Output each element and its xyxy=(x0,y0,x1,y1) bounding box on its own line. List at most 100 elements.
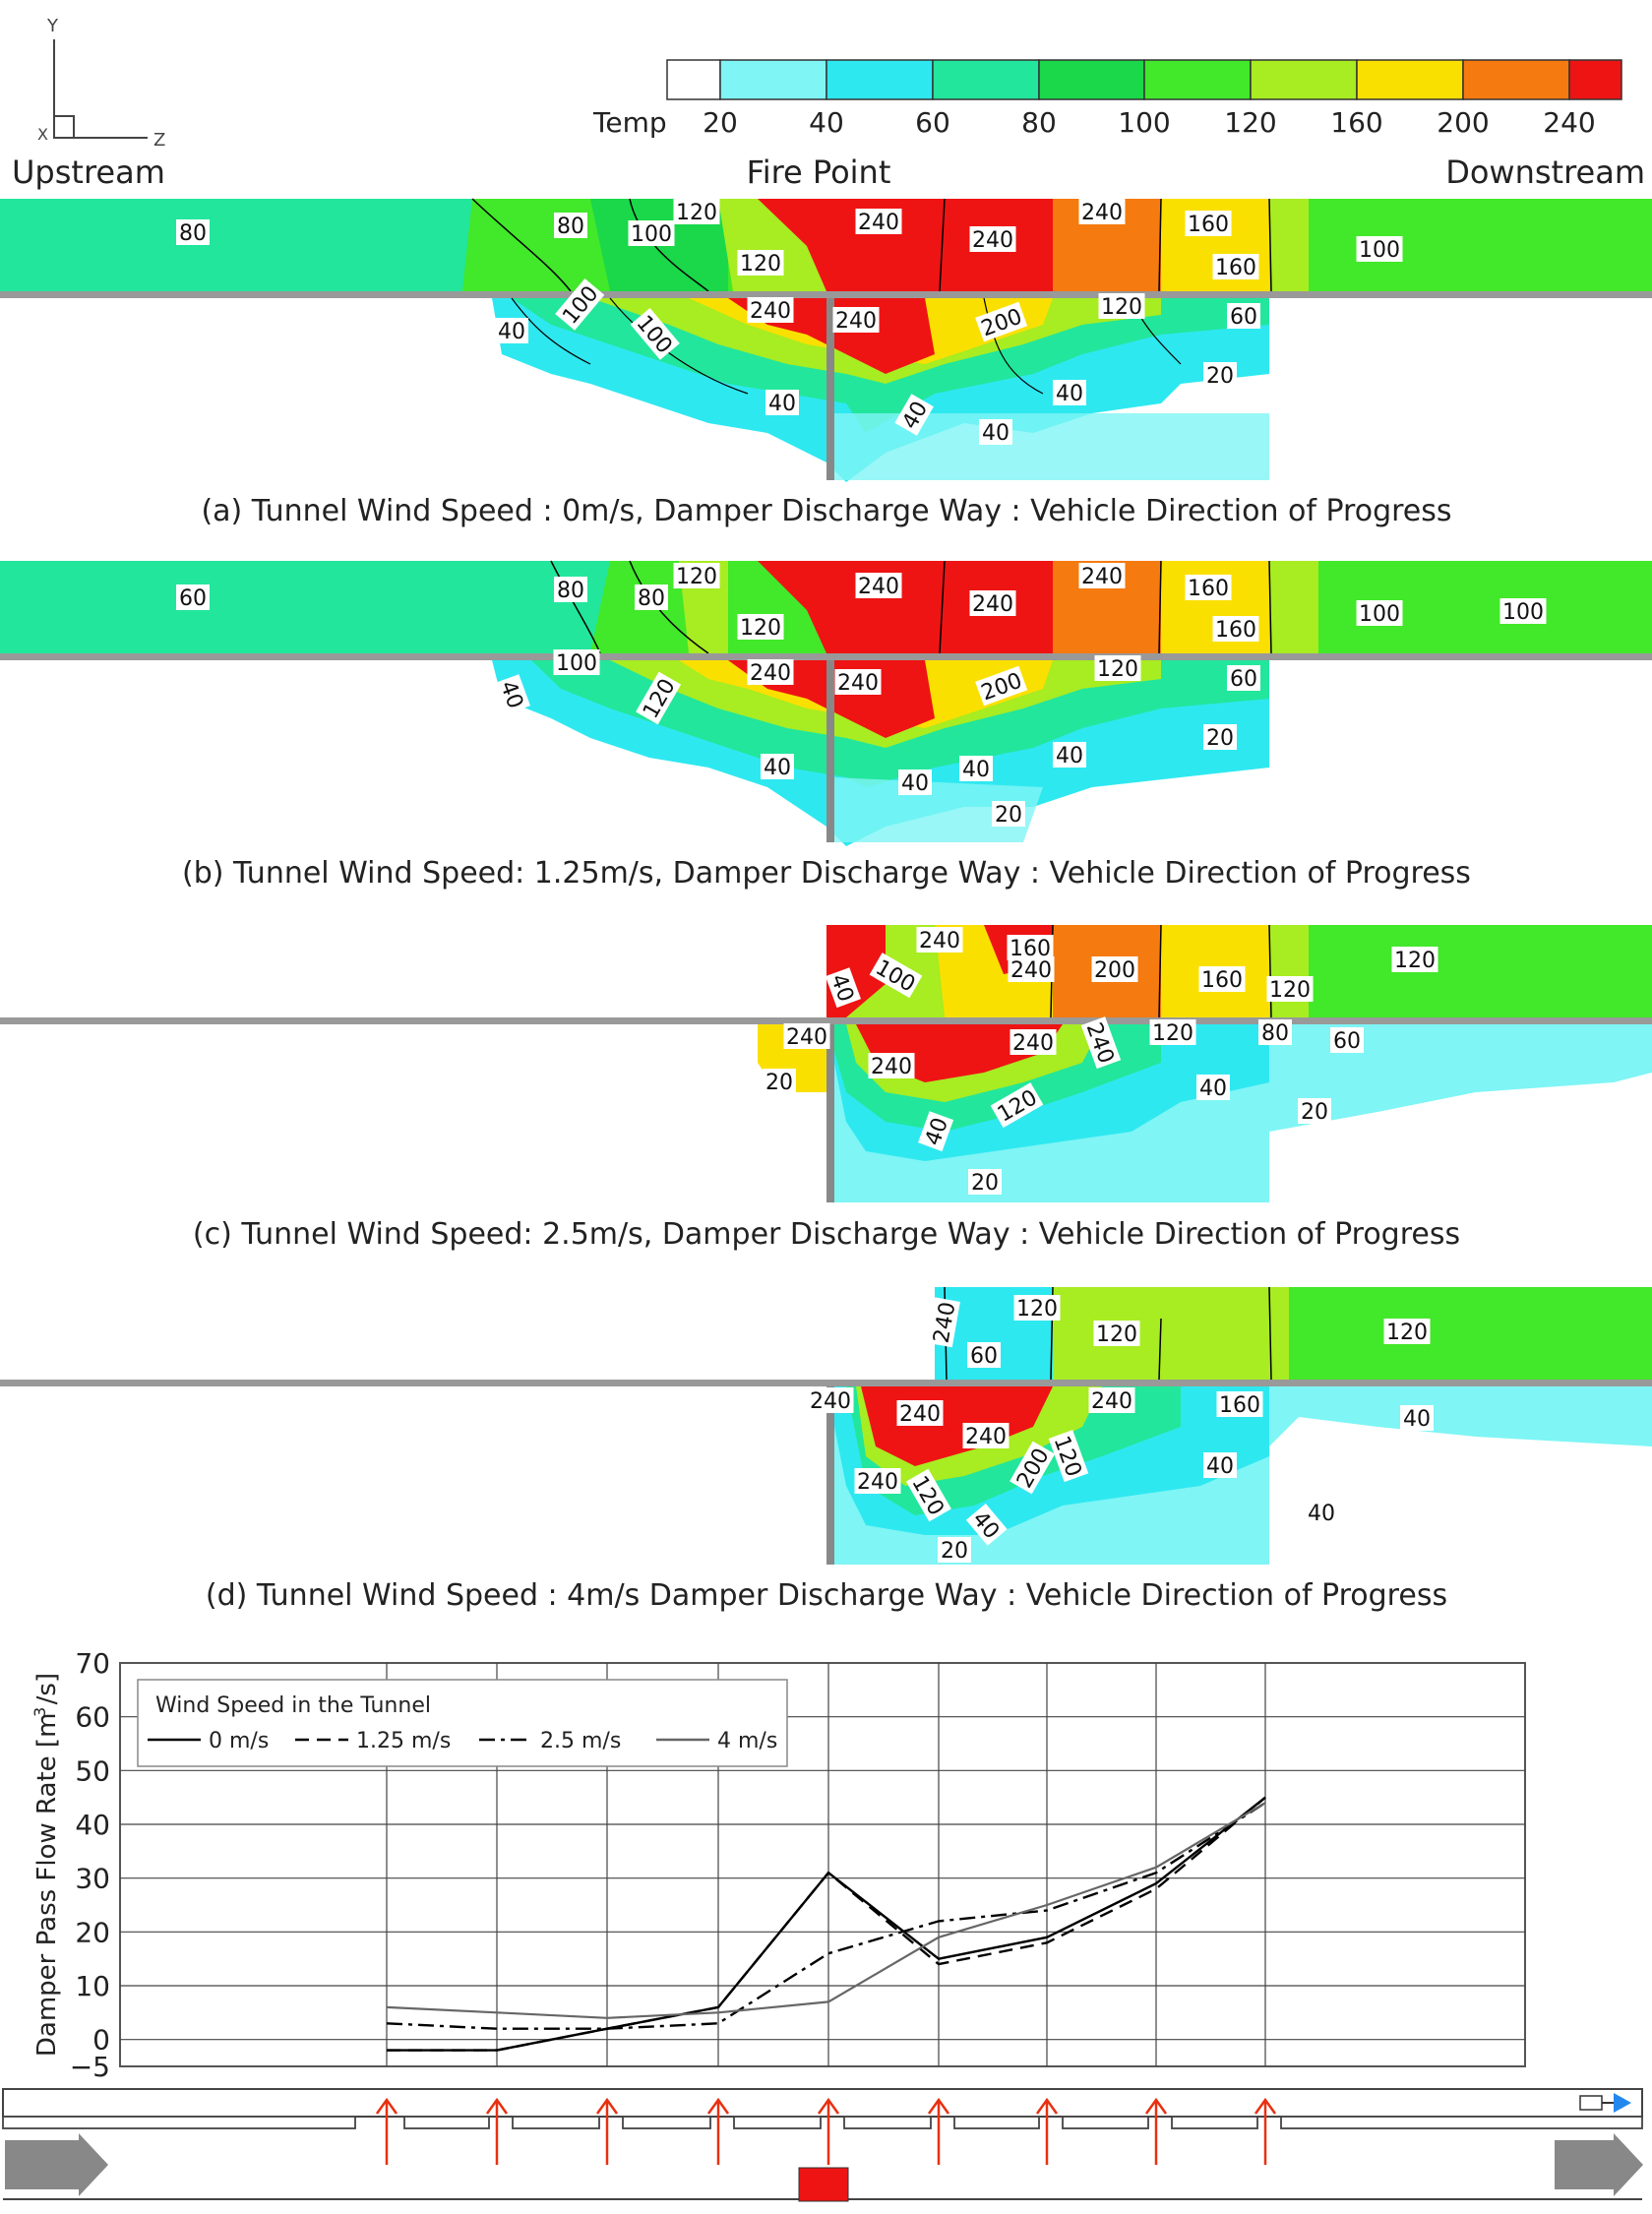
contour-label: 60 xyxy=(176,584,210,611)
y-tick-label: 70 xyxy=(75,1647,110,1680)
legend-tick-label: 20 xyxy=(703,106,738,139)
svg-text:240: 240 xyxy=(810,1389,851,1414)
svg-text:240: 240 xyxy=(1081,565,1123,589)
svg-text:240: 240 xyxy=(835,309,877,334)
contour-label: 240 xyxy=(807,1387,854,1414)
svg-text:120: 120 xyxy=(676,201,717,225)
contour-label: 120 xyxy=(1149,1019,1196,1046)
contour-label: 80 xyxy=(176,219,210,246)
svg-text:20: 20 xyxy=(1206,726,1234,751)
svg-text:20: 20 xyxy=(941,1539,968,1564)
contour-label: 40 xyxy=(765,390,799,416)
svg-text:240: 240 xyxy=(750,299,791,324)
upstream-label: Upstream xyxy=(12,154,165,191)
legend-tick-label: 100 xyxy=(1118,106,1170,139)
svg-text:240: 240 xyxy=(786,1025,827,1050)
contour-panel-b: 60 80 80 120 120 240 240 240 160 160 100 100 100 40 1… xyxy=(0,560,1652,846)
contour-label: 40 xyxy=(959,756,993,782)
axes-orientation-icon: Y X Z xyxy=(37,16,165,151)
chart-series xyxy=(386,1796,1266,2052)
contour-label: 240 xyxy=(855,573,902,599)
contour-label: 240 xyxy=(962,1423,1010,1449)
svg-text:40: 40 xyxy=(1403,1407,1431,1432)
y-axis-label: Damper Pass Flow Rate [m /s] xyxy=(32,1673,62,2057)
contour-label: 120 xyxy=(737,614,784,641)
contour-label: 20 xyxy=(1203,362,1237,389)
damper-flow-arrow-icon xyxy=(817,2097,840,2165)
contour-label: 160 xyxy=(1198,966,1246,993)
legend-tick-label: 160 xyxy=(1330,106,1382,139)
contour-label: 100 xyxy=(1356,236,1403,263)
contour-label: 40 xyxy=(1053,742,1086,769)
contour-label: 240 xyxy=(1010,1029,1057,1056)
downstream-label: Downstream xyxy=(1445,154,1645,191)
contour-label: 160 xyxy=(1212,616,1259,643)
svg-text:160: 160 xyxy=(1188,577,1229,601)
contour-label: 20 xyxy=(1298,1098,1331,1125)
contour-label: 120 xyxy=(1013,1295,1061,1322)
contour-label: 60 xyxy=(1227,665,1260,692)
contour-label: 40 xyxy=(898,769,932,796)
svg-text:100: 100 xyxy=(1359,602,1400,627)
contour-label: 120 xyxy=(1266,976,1314,1003)
ceiling-slab xyxy=(1171,2116,1258,2129)
svg-text:40: 40 xyxy=(901,771,929,796)
contour-label: 240 xyxy=(916,927,963,953)
legend-tick-labels: 20 40 60 80 100 120 160 200 240 xyxy=(703,106,1596,139)
svg-text:160: 160 xyxy=(1188,213,1229,237)
contour-label: 40 xyxy=(979,419,1012,446)
exhaust-fan-icon xyxy=(1579,2093,1631,2113)
svg-text:120: 120 xyxy=(1101,295,1142,320)
contour-label: 100 xyxy=(1356,600,1403,627)
series-line-3 xyxy=(386,1802,1266,2019)
contour-label: 20 xyxy=(1203,724,1237,751)
svg-text:40: 40 xyxy=(1199,1076,1227,1101)
svg-text:160: 160 xyxy=(1010,937,1051,961)
legend-entry-label: 2.5 m/s xyxy=(540,1729,621,1753)
legend-heading: Wind Speed in the Tunnel xyxy=(155,1693,431,1718)
contour-label: 20 xyxy=(763,1069,796,1095)
svg-text:120: 120 xyxy=(740,252,781,277)
ceiling-slab xyxy=(2,2116,356,2129)
contour-label: 240 xyxy=(868,1053,915,1079)
legend-swatch xyxy=(1250,59,1358,100)
svg-text:100: 100 xyxy=(556,651,597,676)
contour-label: 240 xyxy=(783,1023,830,1050)
svg-text:40: 40 xyxy=(1056,382,1083,406)
damper-flow-arrow-icon xyxy=(485,2097,509,2165)
svg-text:160: 160 xyxy=(1219,1393,1260,1418)
svg-text:60: 60 xyxy=(1230,305,1257,330)
svg-text:120: 120 xyxy=(1269,978,1311,1003)
y-tick-label: 10 xyxy=(75,1970,110,2002)
caption-b: (b) Tunnel Wind Speed: 1.25m/s, Damper D… xyxy=(182,856,1471,891)
contour-label: 240 xyxy=(969,590,1016,617)
contour-label: 40 xyxy=(825,967,861,1009)
svg-text:20: 20 xyxy=(765,1071,793,1095)
svg-text:120: 120 xyxy=(1152,1021,1193,1046)
svg-text:240: 240 xyxy=(1010,958,1052,983)
contour-label: 240 xyxy=(834,669,882,696)
ceiling-slab xyxy=(733,2116,822,2129)
y-tick-label: 30 xyxy=(75,1863,110,1895)
svg-text:240: 240 xyxy=(1091,1389,1132,1414)
y-tick-label: 20 xyxy=(75,1916,110,1948)
contour-label: 240 xyxy=(1078,199,1126,225)
y-tick-label: −5 xyxy=(70,2051,110,2083)
svg-text:240: 240 xyxy=(857,1470,898,1495)
contour-label: 100 xyxy=(553,649,600,676)
svg-text:100: 100 xyxy=(1502,600,1544,625)
svg-text:240: 240 xyxy=(1012,1031,1054,1056)
contour-label: 40 xyxy=(761,754,794,780)
contour-label: 160 xyxy=(1185,211,1232,237)
svg-text:40: 40 xyxy=(764,756,791,780)
svg-text:100: 100 xyxy=(631,222,672,247)
legend-tick-label: 120 xyxy=(1224,106,1276,139)
contour-label: 120 xyxy=(673,199,720,225)
svg-text:40: 40 xyxy=(1056,744,1083,769)
svg-text:240: 240 xyxy=(899,1402,941,1427)
contour-label: 40 xyxy=(1400,1405,1434,1432)
